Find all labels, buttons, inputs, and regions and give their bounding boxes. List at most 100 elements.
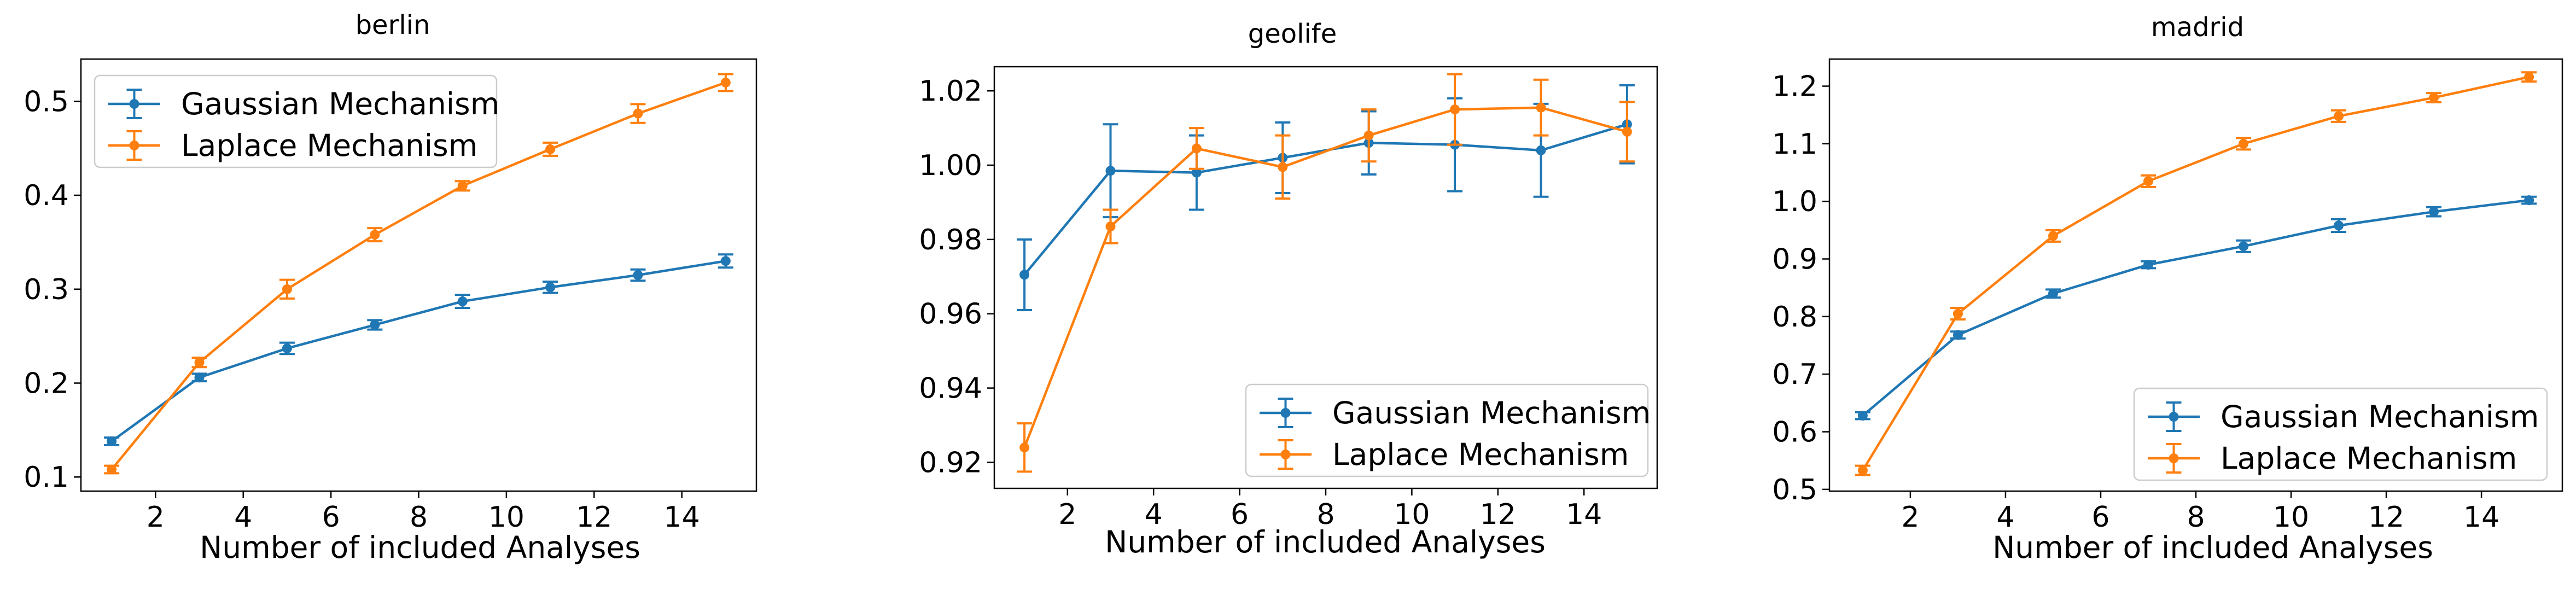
- data-point: [282, 284, 292, 294]
- series-gaussian-mechanism: [104, 253, 733, 446]
- data-point: [107, 464, 117, 475]
- x-axis-label: Number of included Analyses: [1105, 524, 1546, 559]
- y-tick-label: 0.98: [919, 224, 982, 256]
- legend-label: Gaussian Mechanism: [2221, 399, 2539, 434]
- data-point: [633, 108, 643, 119]
- x-tick-label: 4: [1996, 501, 2014, 534]
- data-point: [1857, 465, 1868, 476]
- data-point: [1536, 102, 1546, 113]
- data-point: [2143, 176, 2153, 186]
- data-point: [457, 180, 468, 191]
- x-tick-label: 6: [2091, 501, 2109, 534]
- x-tick-label: 10: [1394, 498, 1430, 531]
- legend: Gaussian Mechanism Laplace Mechanism: [2133, 387, 2548, 481]
- data-point: [1105, 166, 1116, 176]
- data-point: [370, 320, 380, 330]
- data-point: [720, 77, 731, 88]
- data-point: [720, 256, 731, 266]
- y-tick-label: 0.8: [1772, 301, 1817, 334]
- y-tick-label: 1.1: [1772, 128, 1817, 161]
- x-tick-label: 12: [2368, 501, 2404, 534]
- legend-box: [1245, 383, 1649, 477]
- data-point: [194, 357, 205, 368]
- data-point: [1019, 270, 1030, 280]
- y-tick-label: 1.00: [919, 149, 982, 182]
- series-line: [110, 81, 726, 470]
- x-axis-label: Number of included Analyses: [200, 530, 640, 565]
- x-tick-label: 8: [1316, 498, 1334, 531]
- y-tick-label: 0.94: [919, 372, 982, 405]
- y-tick-label: 1.0: [1772, 185, 1817, 218]
- plot-frame: [993, 66, 1658, 489]
- x-tick-label: 4: [234, 501, 252, 534]
- data-point: [1363, 130, 1374, 141]
- data-point: [2429, 92, 2439, 103]
- legend-box: [94, 74, 498, 168]
- data-point: [2429, 207, 2439, 217]
- x-tick-label: 10: [488, 501, 524, 534]
- data-point: [107, 436, 117, 446]
- data-point: [2524, 195, 2534, 206]
- data-point: [633, 270, 643, 280]
- legend: Gaussian Mechanism Laplace Mechanism: [1245, 383, 1651, 477]
- y-tick-label: 0.3: [24, 273, 69, 306]
- data-point: [1278, 162, 1288, 172]
- series-line: [1023, 106, 1628, 448]
- legend-swatch-marker: [1280, 408, 1291, 418]
- data-point: [457, 296, 468, 307]
- chart-berlin: berlin Number of included Analyses 2 4 6 8 1…: [24, 10, 757, 565]
- x-tick-label: 6: [1231, 498, 1249, 531]
- x-tick-label: 8: [2187, 501, 2205, 534]
- y-tick-label: 0.5: [1772, 474, 1817, 506]
- data-point: [1450, 104, 1460, 115]
- chart-title: berlin: [355, 10, 430, 40]
- y-tick-label: 1.02: [919, 75, 982, 108]
- series-gaussian-mechanism: [1855, 195, 2537, 421]
- y-tick-label: 0.2: [24, 368, 69, 400]
- data-point: [1019, 442, 1030, 453]
- data-point: [2048, 231, 2058, 241]
- data-point: [2334, 220, 2344, 231]
- x-tick-label: 14: [1566, 498, 1602, 531]
- x-tick-label: 4: [1145, 498, 1163, 531]
- data-point: [370, 230, 380, 240]
- series-laplace-mechanism: [1017, 73, 1635, 473]
- plot-frame: [80, 58, 757, 492]
- series-line: [110, 260, 726, 442]
- plot-frame: [1828, 58, 2563, 492]
- legend-swatch-marker: [2169, 453, 2179, 463]
- x-tick-label: 14: [2463, 501, 2499, 534]
- x-tick-label: 2: [1901, 501, 1919, 534]
- data-point: [2239, 241, 2249, 252]
- data-point: [2239, 138, 2249, 149]
- data-point: [1953, 330, 1963, 340]
- y-tick-label: 0.96: [919, 298, 982, 331]
- legend-swatch-marker: [129, 141, 139, 150]
- chart-title: geolife: [1248, 19, 1337, 49]
- legend-label: Laplace Mechanism: [181, 128, 477, 163]
- legend-label: Laplace Mechanism: [1332, 437, 1629, 472]
- legend-label: Laplace Mechanism: [2221, 441, 2517, 476]
- x-tick-label: 8: [410, 501, 428, 534]
- x-tick-label: 2: [1058, 498, 1076, 531]
- y-tick-label: 0.7: [1772, 358, 1817, 391]
- data-point: [545, 282, 556, 293]
- legend-label: Gaussian Mechanism: [181, 86, 499, 121]
- legend-box: [2133, 387, 2548, 481]
- chart-geolife: geolife Number of included Analyses 2 4 6 8…: [919, 19, 1658, 559]
- legend-swatch-marker: [2169, 412, 2179, 422]
- data-point: [545, 144, 556, 154]
- data-point: [1536, 145, 1546, 155]
- data-point: [1191, 167, 1202, 178]
- y-tick-label: 1.2: [1772, 71, 1817, 103]
- data-point: [2143, 260, 2153, 270]
- chart-madrid: madrid Number of included Analyses 2 4 6 8 1…: [1772, 12, 2563, 565]
- x-axis-label: Number of included Analyses: [1992, 530, 2433, 565]
- x-tick-label: 10: [2273, 501, 2309, 534]
- legend-label: Gaussian Mechanism: [1332, 395, 1651, 430]
- chart-title: madrid: [2151, 12, 2244, 43]
- y-tick-label: 0.92: [919, 446, 982, 479]
- series-line: [1862, 199, 2530, 417]
- data-point: [2334, 111, 2344, 121]
- y-tick-label: 0.1: [24, 461, 69, 494]
